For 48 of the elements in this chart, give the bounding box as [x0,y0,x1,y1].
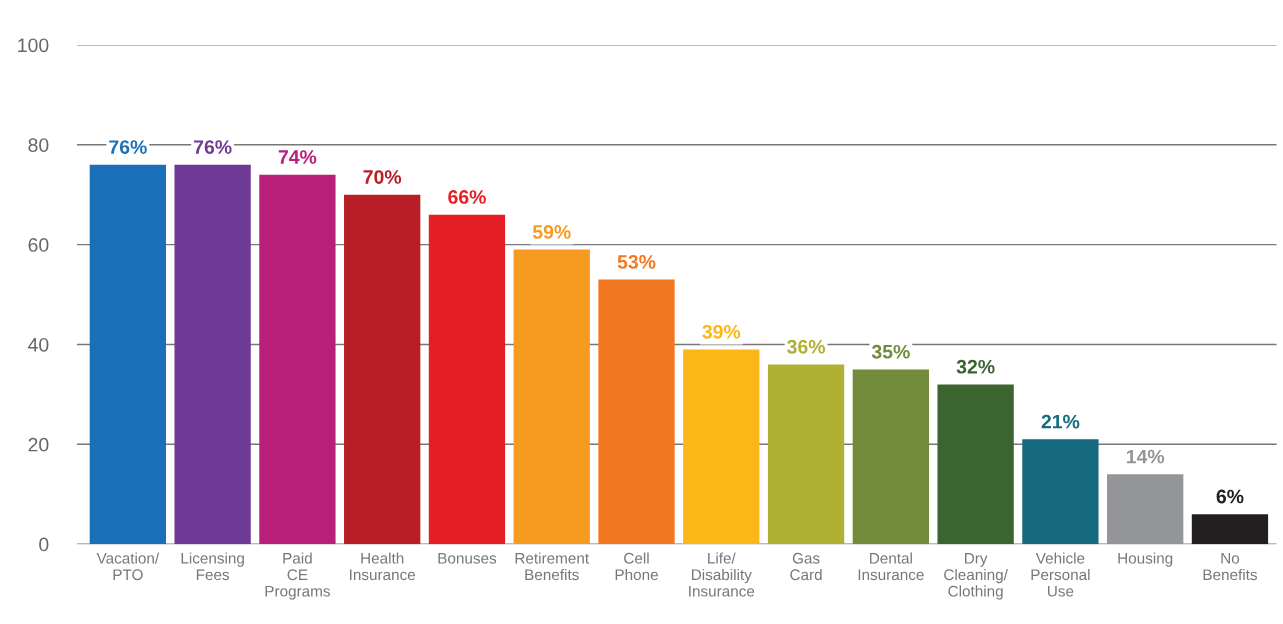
data-label: 36% [787,339,826,354]
data-label: 6% [1216,489,1244,504]
data-label: 14% [1126,449,1165,464]
bar [259,174,336,545]
bar [1107,474,1184,545]
data-label: 70% [363,170,402,184]
data-label: 35% [871,344,910,359]
data-label: 76% [194,140,232,154]
data-label: 21% [1041,414,1080,429]
bar [89,164,166,545]
data-label: 32% [956,359,995,374]
x-tick-label: Dry Cleaning/ Clothing [944,553,1008,600]
x-tick-label: Housing [1118,552,1173,567]
x-tick-label: Retirement Benefits [515,552,589,581]
x-tick-label: Cell Phone [615,552,658,581]
data-label: 39% [702,324,741,339]
x-tick-label: No Benefits [1203,553,1258,581]
bar [428,214,506,545]
x-tick-label: Gas Card [790,552,822,581]
y-tick-label: 20 [28,437,49,452]
data-label: 74% [278,150,317,164]
bar [852,369,929,545]
bar [598,279,675,545]
bar [513,249,590,545]
data-label: 53% [617,255,656,269]
data-label: 66% [448,190,486,204]
x-tick-label: Paid CE Programs [265,552,330,600]
data-label: 59% [532,225,571,239]
y-tick-label: 80 [28,138,49,152]
x-tick-label: Vacation/ PTO [96,552,160,581]
x-tick-label: Vehicle Personal Use [1031,552,1090,597]
y-tick-label: 40 [28,337,49,352]
y-tick-label: 60 [28,238,49,252]
bar [683,349,760,545]
x-tick-label: Bonuses [438,553,497,564]
bar [937,384,1014,545]
bar [1191,514,1269,545]
x-tick-label: Health Insurance [350,552,416,581]
x-tick-label: Life/ Disability Insurance [689,552,755,597]
bar [767,364,845,545]
data-label: 76% [109,140,147,154]
y-tick-label: 100 [18,38,49,53]
bar [174,164,251,545]
x-tick-label: Licensing Fees [181,552,244,581]
x-tick-label: Dental Insurance [858,552,924,581]
y-tick-label: 0 [39,537,49,552]
bar [1022,439,1099,545]
bar [344,194,421,545]
